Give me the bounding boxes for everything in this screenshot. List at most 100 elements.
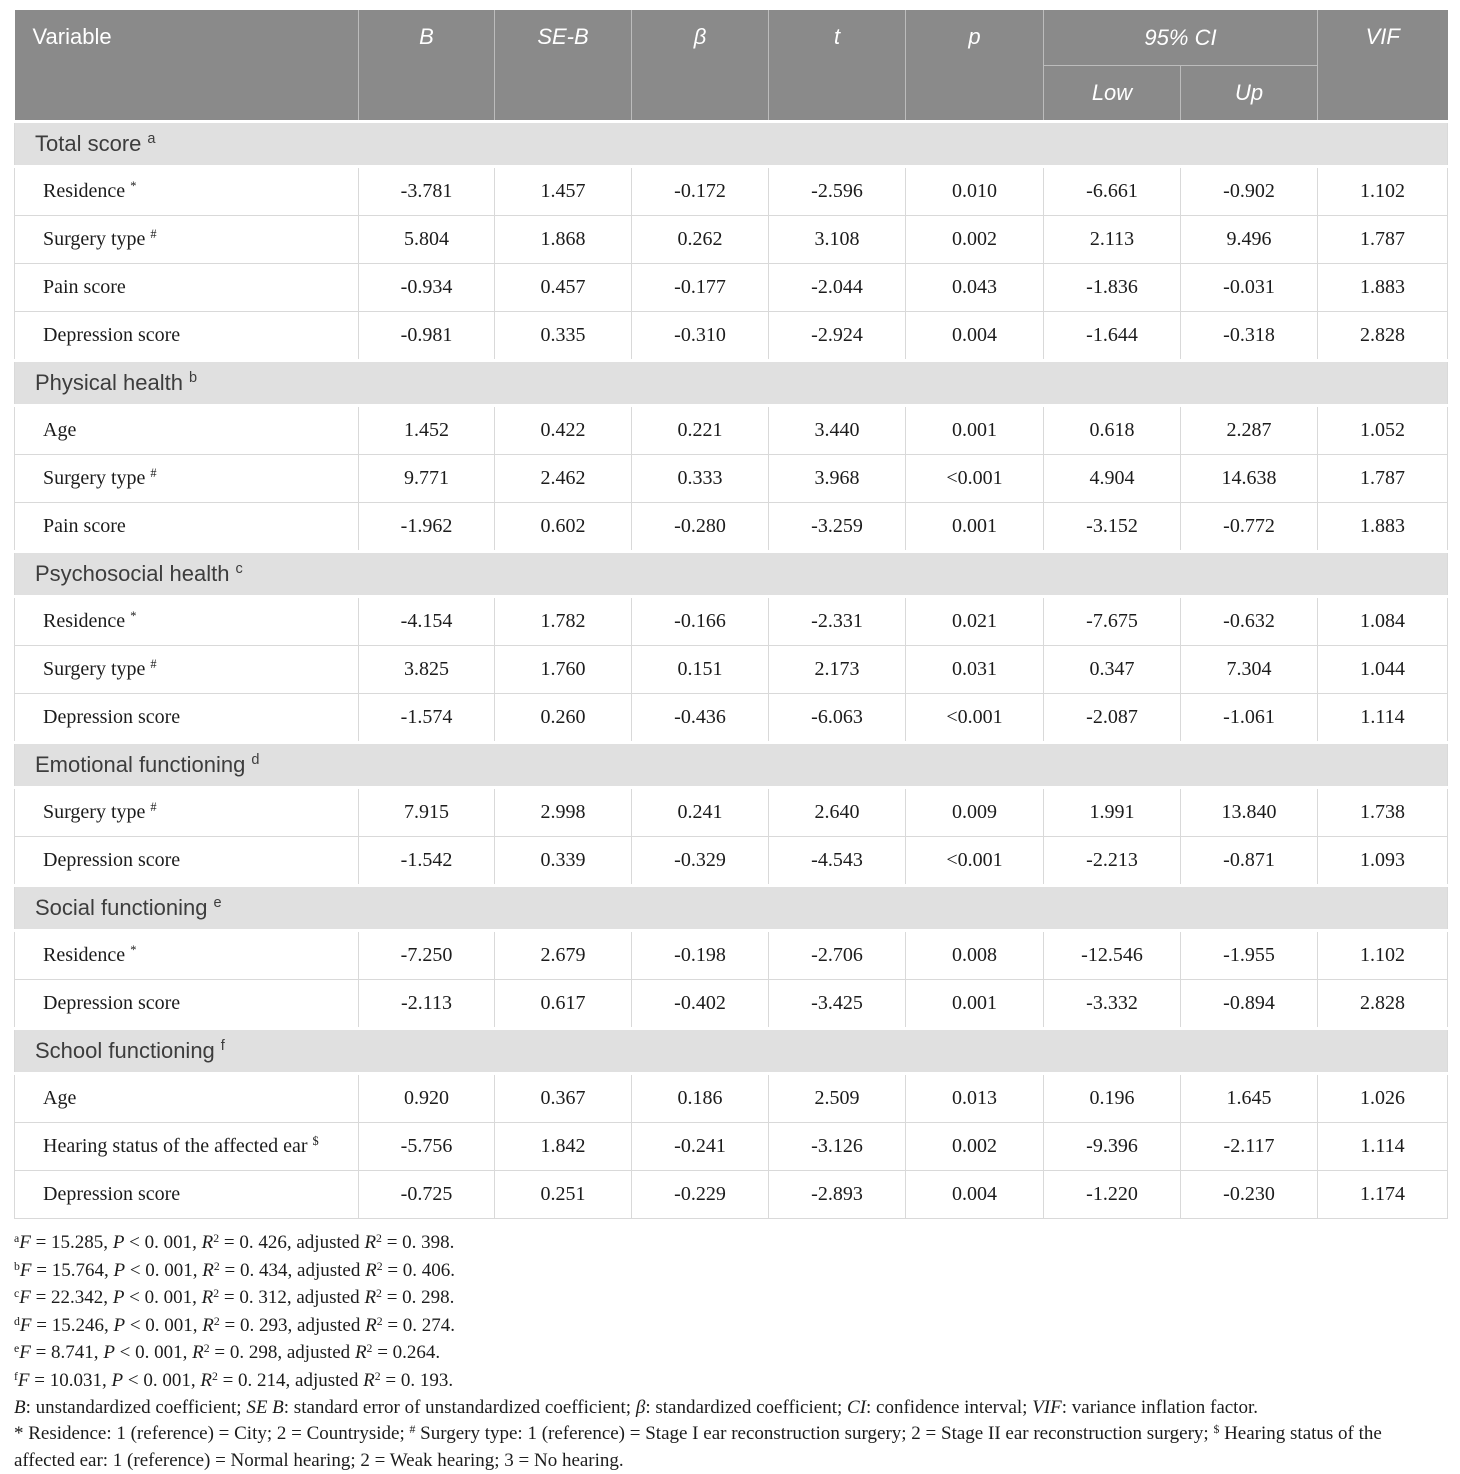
beta-cell: -0.329 (631, 836, 769, 886)
ci-low-cell: 0.196 (1043, 1073, 1181, 1123)
variable-cell: Surgery type # (14, 787, 359, 837)
ci-up-cell: -1.955 (1180, 930, 1318, 980)
ci-low-cell: -1.644 (1043, 311, 1181, 361)
footnote-stat-d: dF = 15.246, P < 0. 001, R2 = 0. 293, ad… (14, 1314, 456, 1336)
se-b-cell: 0.335 (494, 311, 632, 361)
col-header-variable: Variable (14, 10, 359, 122)
ci-low-cell: 0.618 (1043, 405, 1181, 455)
footnote-stat-f: fF = 10.031, P < 0. 001, R2 = 0. 214, ad… (14, 1369, 454, 1391)
section-title: Physical health b (14, 359, 1448, 407)
b-cell: -0.934 (358, 263, 495, 312)
beta-cell: 0.333 (631, 454, 769, 503)
b-cell: -3.781 (358, 166, 495, 216)
ci-low-cell: 0.347 (1043, 645, 1181, 694)
variable-cell: Surgery type # (14, 645, 359, 694)
vif-cell: 1.114 (1317, 1122, 1448, 1171)
section-note: f (220, 1038, 225, 1055)
b-cell: 1.452 (358, 405, 495, 455)
footnote-stat-b: bF = 15.764, P < 0. 001, R2 = 0. 434, ad… (14, 1259, 456, 1281)
ci-up-cell: -0.632 (1180, 596, 1318, 646)
t-cell: -2.706 (768, 930, 906, 980)
ci-low-cell: -3.332 (1043, 979, 1181, 1029)
b-cell: -2.113 (358, 979, 495, 1029)
header-row-1: Variable B SE-B β t p 95% CI VIF (14, 10, 1448, 122)
p-cell: 0.043 (905, 263, 1044, 312)
vif-cell: 1.052 (1317, 405, 1448, 455)
ci-up-cell: 9.496 (1180, 215, 1318, 264)
ci-up-cell: 1.645 (1180, 1073, 1318, 1123)
ci-up-cell: 7.304 (1180, 645, 1318, 694)
vif-cell: 1.102 (1317, 930, 1448, 980)
t-cell: -2.596 (768, 166, 906, 216)
b-cell: 0.920 (358, 1073, 495, 1123)
variable-cell: Residence * (14, 930, 359, 980)
section-note: e (213, 895, 222, 912)
t-cell: 3.440 (768, 405, 906, 455)
section-title: Social functioning e (14, 884, 1448, 932)
vif-cell: 2.828 (1317, 979, 1448, 1029)
ci-low-cell: -6.661 (1043, 166, 1181, 216)
vif-cell: 1.044 (1317, 645, 1448, 694)
b-cell: -0.725 (358, 1170, 495, 1219)
footnote-abbreviations: B: unstandardized coefficient; SE B: sta… (14, 1397, 1258, 1418)
t-cell: 3.968 (768, 454, 906, 503)
variable-note: * (130, 943, 137, 958)
vif-cell: 1.174 (1317, 1170, 1448, 1219)
section-row-social-functioning: Social functioning e (14, 884, 1448, 932)
col-header-t: t (768, 10, 906, 122)
table-row: Residence * -7.250 2.679 -0.198 -2.706 0.… (14, 930, 1448, 980)
ci-up-cell: -2.117 (1180, 1122, 1318, 1171)
table-row: Surgery type # 9.771 2.462 0.333 3.968 <0… (14, 454, 1448, 503)
ci-low-cell: -3.152 (1043, 502, 1181, 552)
section-title: School functioning f (14, 1027, 1448, 1075)
p-cell: 0.021 (905, 596, 1044, 646)
col-header-p: p (905, 10, 1044, 122)
table-row: Age 0.920 0.367 0.186 2.509 0.013 0.196 … (14, 1073, 1448, 1123)
ci-low-cell: -2.087 (1043, 693, 1181, 743)
section-title: Psychosocial health c (14, 550, 1448, 598)
variable-cell: Age (14, 405, 359, 455)
se-b-cell: 2.462 (494, 454, 632, 503)
beta-cell: 0.151 (631, 645, 769, 694)
section-title-text: Emotional functioning (35, 752, 246, 777)
variable-cell: Depression score (14, 693, 359, 743)
ci-up-cell: -0.902 (1180, 166, 1318, 216)
beta-cell: 0.186 (631, 1073, 769, 1123)
section-title-text: School functioning (35, 1038, 215, 1063)
section-note: b (188, 370, 198, 387)
t-cell: -3.259 (768, 502, 906, 552)
t-cell: -4.543 (768, 836, 906, 886)
table-row: Age 1.452 0.422 0.221 3.440 0.001 0.618 … (14, 405, 1448, 455)
col-header-vif: VIF (1317, 10, 1448, 122)
vif-cell: 1.738 (1317, 787, 1448, 837)
t-cell: -3.425 (768, 979, 906, 1029)
variable-cell: Residence * (14, 596, 359, 646)
ci-low-cell: -9.396 (1043, 1122, 1181, 1171)
variable-note: # (150, 227, 157, 242)
variable-cell: Hearing status of the affected ear $ (14, 1122, 359, 1171)
table-row: Depression score -1.542 0.339 -0.329 -4.… (14, 836, 1448, 886)
b-cell: -5.756 (358, 1122, 495, 1171)
t-cell: -2.924 (768, 311, 906, 361)
variable-note: # (150, 466, 157, 481)
b-cell: -7.250 (358, 930, 495, 980)
ci-low-cell: -7.675 (1043, 596, 1181, 646)
variable-cell: Surgery type # (14, 215, 359, 264)
b-cell: 9.771 (358, 454, 495, 503)
vif-cell: 1.026 (1317, 1073, 1448, 1123)
vif-cell: 1.883 (1317, 263, 1448, 312)
table-row: Residence * -4.154 1.782 -0.166 -2.331 0.… (14, 596, 1448, 646)
se-b-cell: 0.339 (494, 836, 632, 886)
vif-cell: 1.102 (1317, 166, 1448, 216)
footnote-stat-c: cF = 22.342, P < 0. 001, R2 = 0. 312, ad… (14, 1287, 455, 1308)
b-cell: -1.542 (358, 836, 495, 886)
se-b-cell: 1.457 (494, 166, 632, 216)
p-cell: 0.031 (905, 645, 1044, 694)
vif-cell: 2.828 (1317, 311, 1448, 361)
table-header: Variable B SE-B β t p 95% CI VIF Low Up (14, 10, 1448, 122)
t-cell: -2.331 (768, 596, 906, 646)
se-b-cell: 2.679 (494, 930, 632, 980)
ci-up-cell: -0.894 (1180, 979, 1318, 1029)
se-b-cell: 0.602 (494, 502, 632, 552)
